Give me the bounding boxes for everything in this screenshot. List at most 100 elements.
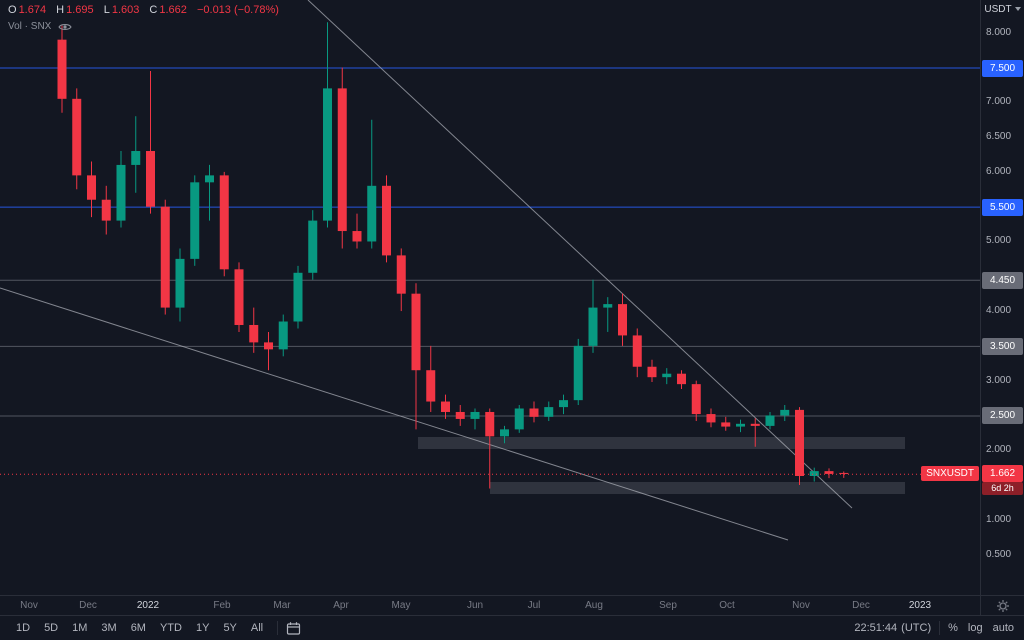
candle-body bbox=[160, 206, 170, 308]
candle-body bbox=[559, 400, 568, 408]
candle-body bbox=[205, 175, 214, 183]
candle-body bbox=[293, 272, 303, 322]
range-button-3m[interactable]: 3M bbox=[95, 620, 122, 636]
range-button-5d[interactable]: 5D bbox=[38, 620, 64, 636]
volume-indicator-row[interactable]: Vol · SNX bbox=[8, 21, 73, 32]
candle-body bbox=[146, 151, 155, 207]
trend-line[interactable] bbox=[307, 0, 853, 509]
candle-body bbox=[750, 423, 760, 426]
toolbar-divider bbox=[939, 621, 941, 635]
candle-body bbox=[264, 342, 273, 350]
bar-countdown-badge: 6d 2h bbox=[982, 482, 1023, 496]
time-tick: 2023 bbox=[908, 600, 932, 611]
price-tick: 6.000 bbox=[986, 165, 1012, 177]
time-tick: Sep bbox=[659, 600, 677, 611]
candle-body bbox=[721, 422, 731, 427]
candle-body bbox=[441, 401, 450, 412]
toolbar-divider bbox=[277, 621, 279, 635]
candle-body bbox=[396, 255, 406, 294]
candle-body bbox=[647, 366, 657, 378]
range-button-6m[interactable]: 6M bbox=[125, 620, 152, 636]
low-label: L bbox=[103, 4, 110, 16]
time-tick: Apr bbox=[333, 600, 349, 611]
candle-body bbox=[795, 409, 804, 476]
last-price-badge: 1.662 bbox=[982, 465, 1023, 483]
date-range-buttons: 1D 5D 1M 3M 6M YTD 1Y 5Y All bbox=[10, 620, 269, 636]
high-label: H bbox=[56, 4, 65, 16]
currency-label: USDT bbox=[984, 4, 1012, 15]
alert-price-badge: 7.500 bbox=[982, 59, 1023, 77]
time-tick: Feb bbox=[213, 600, 231, 611]
candle-body bbox=[72, 98, 82, 176]
candle-body bbox=[588, 307, 598, 346]
currency-dropdown[interactable]: USDT bbox=[981, 4, 1024, 15]
price-tick: 4.000 bbox=[986, 305, 1012, 317]
percent-scale-button[interactable]: % bbox=[948, 622, 958, 634]
candle-body bbox=[219, 175, 229, 270]
level-price-badge: 3.500 bbox=[982, 337, 1023, 355]
gear-icon[interactable] bbox=[996, 599, 1010, 613]
candle-body bbox=[809, 471, 819, 476]
change-value: −0.013 (−0.78%) bbox=[196, 4, 279, 16]
price-tick: 2.000 bbox=[986, 444, 1012, 456]
price-tick: 6.500 bbox=[986, 131, 1012, 143]
price-tick: 5.000 bbox=[986, 235, 1012, 247]
support-zone-box[interactable] bbox=[490, 482, 905, 494]
candle-body bbox=[116, 164, 126, 221]
symbol-price-tag: SNXUSDT bbox=[921, 466, 979, 482]
high-value: 1.695 bbox=[66, 4, 94, 16]
candle-body bbox=[529, 408, 539, 417]
price-tick: 8.000 bbox=[986, 26, 1012, 38]
candle-body bbox=[839, 472, 849, 474]
range-button-1y[interactable]: 1Y bbox=[190, 620, 215, 636]
auto-scale-button[interactable]: auto bbox=[992, 622, 1014, 634]
candle-body bbox=[367, 185, 377, 242]
candle-body bbox=[780, 409, 790, 416]
ohlc-legend: O 1.674 H 1.695 L 1.603 C 1.662 −0.013 (−0.7… bbox=[8, 4, 279, 16]
trend-line[interactable] bbox=[0, 287, 789, 541]
candle-body bbox=[57, 39, 67, 99]
candlestick-chart[interactable] bbox=[0, 0, 980, 595]
chart-area[interactable]: O 1.674 H 1.695 L 1.603 C 1.662 −0.013 (−0.7… bbox=[0, 0, 980, 595]
range-button-ytd[interactable]: YTD bbox=[154, 620, 188, 636]
time-tick: May bbox=[391, 600, 411, 611]
candle-body bbox=[691, 384, 701, 415]
time-axis[interactable]: Nov Dec 2022 Feb Mar Apr May Jun Jul Aug Sep Oct Nov… bbox=[0, 595, 980, 615]
candle-body bbox=[573, 345, 583, 401]
candle-body bbox=[352, 231, 362, 242]
price-axis[interactable]: USDT 1.662 6d 2h 8.000 7.000 6.500 6.000 5.0… bbox=[980, 0, 1024, 595]
time-tick: Jun bbox=[466, 600, 484, 611]
candle-body bbox=[101, 199, 111, 221]
level-price-badge: 4.450 bbox=[982, 271, 1023, 289]
range-button-all[interactable]: All bbox=[245, 620, 269, 636]
candle-body bbox=[485, 411, 495, 437]
range-button-1d[interactable]: 1D bbox=[10, 620, 36, 636]
session-clock[interactable]: 22:51:44 bbox=[854, 622, 898, 634]
visibility-eye-icon[interactable] bbox=[58, 22, 73, 32]
price-tick: 7.000 bbox=[986, 96, 1012, 108]
support-zone-box[interactable] bbox=[418, 437, 905, 449]
price-tick: 3.000 bbox=[986, 374, 1012, 386]
candle-body bbox=[426, 370, 436, 402]
time-tick: Nov bbox=[792, 600, 810, 611]
time-tick: Nov bbox=[20, 600, 38, 611]
open-label: O bbox=[8, 4, 17, 16]
time-tick: Dec bbox=[79, 600, 97, 611]
candle-body bbox=[337, 88, 347, 232]
candle-body bbox=[514, 408, 524, 430]
timezone-label[interactable]: (UTC) bbox=[901, 622, 932, 634]
candle-body bbox=[544, 407, 554, 417]
candle-body bbox=[87, 175, 96, 200]
candle-body bbox=[618, 304, 627, 336]
log-scale-button[interactable]: log bbox=[967, 622, 983, 634]
candle-body bbox=[470, 411, 480, 419]
range-button-1m[interactable]: 1M bbox=[66, 620, 93, 636]
go-to-date-icon[interactable] bbox=[286, 621, 301, 636]
candle-body bbox=[411, 293, 421, 371]
range-button-5y[interactable]: 5Y bbox=[217, 620, 242, 636]
candle-body bbox=[323, 88, 332, 221]
chevron-down-icon bbox=[1014, 7, 1021, 12]
candle-body bbox=[382, 185, 391, 256]
time-tick: Oct bbox=[719, 600, 735, 611]
